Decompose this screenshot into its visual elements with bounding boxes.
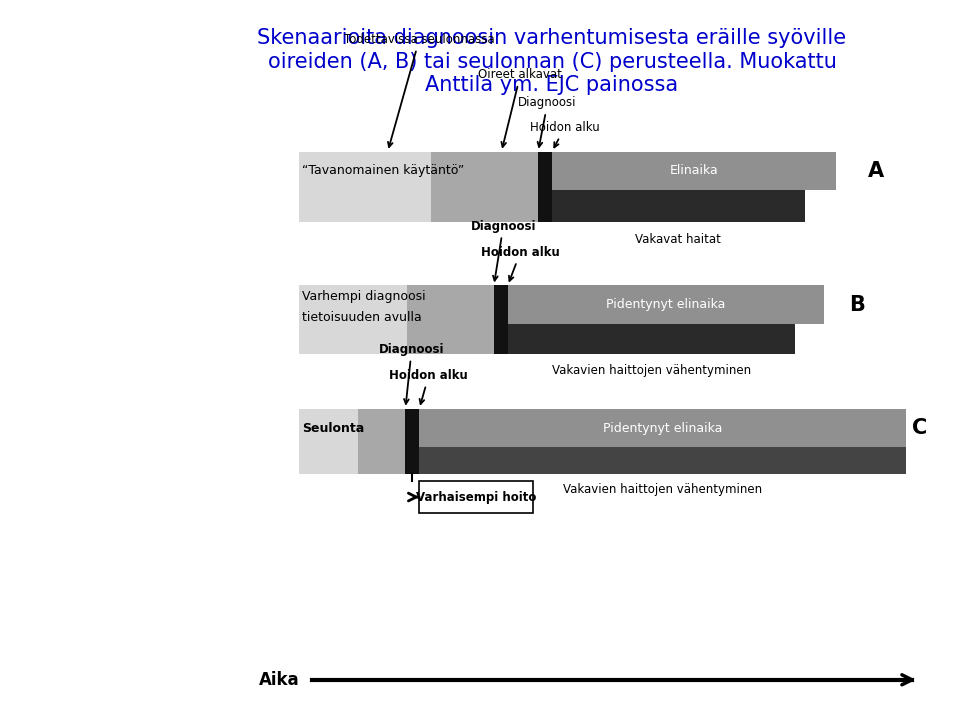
Text: Diagnoosi: Diagnoosi <box>470 219 536 281</box>
Bar <box>539 152 552 222</box>
Bar <box>300 152 431 222</box>
Bar <box>552 190 804 222</box>
Text: Elinaika: Elinaika <box>670 165 719 177</box>
Text: Hoidon alku: Hoidon alku <box>481 245 560 281</box>
Text: Vakavien haittojen vähentyminen: Vakavien haittojen vähentyminen <box>552 364 751 378</box>
Text: A: A <box>868 161 884 181</box>
Bar <box>405 409 420 474</box>
Bar <box>358 409 407 474</box>
Bar <box>300 409 358 474</box>
Bar <box>508 285 824 324</box>
Text: tietoisuuden avulla: tietoisuuden avulla <box>302 311 422 324</box>
Bar <box>508 324 795 354</box>
Text: Pidentynyt elinaika: Pidentynyt elinaika <box>603 422 722 435</box>
Text: Pidentynyt elinaika: Pidentynyt elinaika <box>606 298 726 311</box>
Bar <box>300 285 407 354</box>
Text: Seulonta: Seulonta <box>302 422 365 435</box>
Text: Varhaisempi hoito: Varhaisempi hoito <box>416 491 537 504</box>
Text: Diagnoosi: Diagnoosi <box>379 343 444 404</box>
Text: Aika: Aika <box>258 671 300 689</box>
Text: B: B <box>849 295 865 315</box>
Bar <box>420 409 906 447</box>
Text: Skenaarioita diagnoosin varhentumisesta eräille syöville
oireiden (A, B) tai seu: Skenaarioita diagnoosin varhentumisesta … <box>257 28 847 95</box>
Text: “Tavanomainen käytäntö”: “Tavanomainen käytäntö” <box>302 165 465 177</box>
Bar <box>420 447 906 474</box>
Text: Vakavien haittojen vähentyminen: Vakavien haittojen vähentyminen <box>563 483 762 496</box>
Text: C: C <box>912 418 927 438</box>
Bar <box>407 285 495 354</box>
Text: Diagnoosi: Diagnoosi <box>518 97 577 147</box>
Bar <box>420 481 533 513</box>
Text: Todettavissa seulonnassa: Todettavissa seulonnassa <box>344 33 494 147</box>
Bar <box>493 285 508 354</box>
Text: Vakavat haitat: Vakavat haitat <box>636 232 721 245</box>
Text: Hoidon alku: Hoidon alku <box>390 369 468 404</box>
Text: Varhempi diagnoosi: Varhempi diagnoosi <box>302 290 426 303</box>
Text: Hoidon alku: Hoidon alku <box>530 121 599 147</box>
Text: Oireet alkavat: Oireet alkavat <box>478 68 563 147</box>
Bar <box>552 152 836 190</box>
Bar <box>431 152 540 222</box>
